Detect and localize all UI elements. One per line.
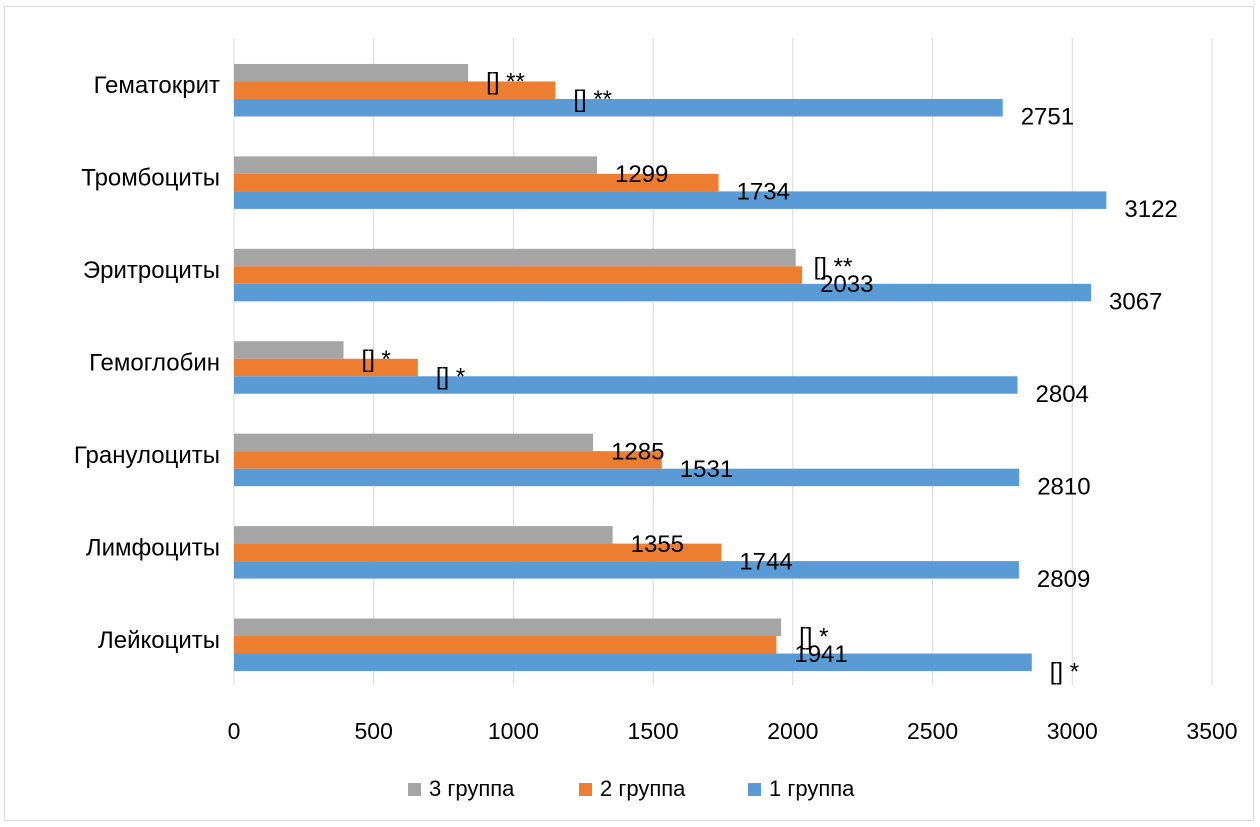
category-labels: Лейкоциты Лимфоциты Гранулоциты Гемоглобин Э… [74, 72, 220, 654]
bar [234, 653, 1032, 672]
bar [234, 636, 777, 654]
bars [234, 63, 1107, 672]
category-label: Гематокрит [94, 72, 220, 99]
data-label: [] ** [573, 86, 612, 113]
bar [234, 433, 594, 452]
data-label: 2810 [1037, 473, 1090, 500]
x-axis-tick-labels: 0 500 1000 1500 2000 2500 3000 3500 [228, 718, 1238, 744]
bar [234, 63, 469, 82]
legend-swatch [579, 783, 592, 796]
bar [234, 266, 803, 284]
legend: 3 группа 2 группа 1 группа [408, 776, 855, 801]
x-tick-label: 500 [355, 718, 393, 744]
x-tick-label: 1000 [488, 718, 539, 744]
bar [234, 561, 1019, 579]
category-label: Лимфоциты [86, 534, 220, 561]
data-label: [] * [799, 623, 828, 650]
bar [234, 376, 1018, 394]
category-label: Лейкоциты [98, 627, 220, 654]
x-tick-label: 3000 [1047, 718, 1098, 744]
data-label: 1744 [739, 548, 792, 575]
bar [234, 173, 719, 192]
legend-swatch [748, 783, 761, 796]
bar [234, 283, 1092, 302]
legend-label: 2 группа [600, 776, 686, 801]
bar [234, 191, 1107, 209]
data-label: 2751 [1021, 104, 1074, 131]
bar [234, 468, 1020, 487]
legend-label: 1 группа [769, 776, 855, 801]
data-label: [] ** [814, 254, 853, 281]
category-label: Эритроциты [83, 257, 220, 284]
data-label: [] * [1050, 658, 1079, 685]
bar [234, 526, 613, 544]
data-label: 1355 [631, 531, 684, 558]
bar [234, 543, 722, 562]
bar [234, 248, 796, 267]
data-label: [] ** [486, 69, 525, 96]
legend-label: 3 группа [429, 776, 515, 801]
x-tick-label: 2000 [767, 718, 818, 744]
data-label: 1734 [737, 179, 790, 206]
x-tick-label: 1500 [628, 718, 679, 744]
bar [234, 358, 418, 377]
x-tick-label: 2500 [907, 718, 958, 744]
category-label: Тромбоциты [81, 165, 220, 192]
data-label: 1285 [611, 438, 664, 465]
data-label: 3067 [1109, 289, 1162, 316]
data-label: [] * [436, 364, 465, 391]
data-label: 1941 [794, 641, 847, 668]
bar [234, 81, 556, 99]
data-label: 2033 [820, 271, 873, 298]
x-tick-label: 3500 [1186, 718, 1237, 744]
data-label: 2804 [1036, 381, 1089, 408]
chart-frame [4, 6, 1254, 821]
category-label: Гранулоциты [74, 442, 220, 469]
bar [234, 618, 782, 637]
data-label: 1531 [680, 456, 733, 483]
category-label: Гемоглобин [89, 350, 220, 377]
bar [234, 98, 1003, 117]
bar [234, 451, 662, 469]
data-label: [] * [362, 346, 391, 373]
bar [234, 156, 597, 174]
x-tick-label: 0 [228, 718, 241, 744]
data-label: 1299 [615, 161, 668, 188]
bar [234, 341, 344, 359]
data-label: 2809 [1037, 566, 1090, 593]
data-label: 3122 [1124, 196, 1177, 223]
legend-swatch [408, 783, 421, 796]
